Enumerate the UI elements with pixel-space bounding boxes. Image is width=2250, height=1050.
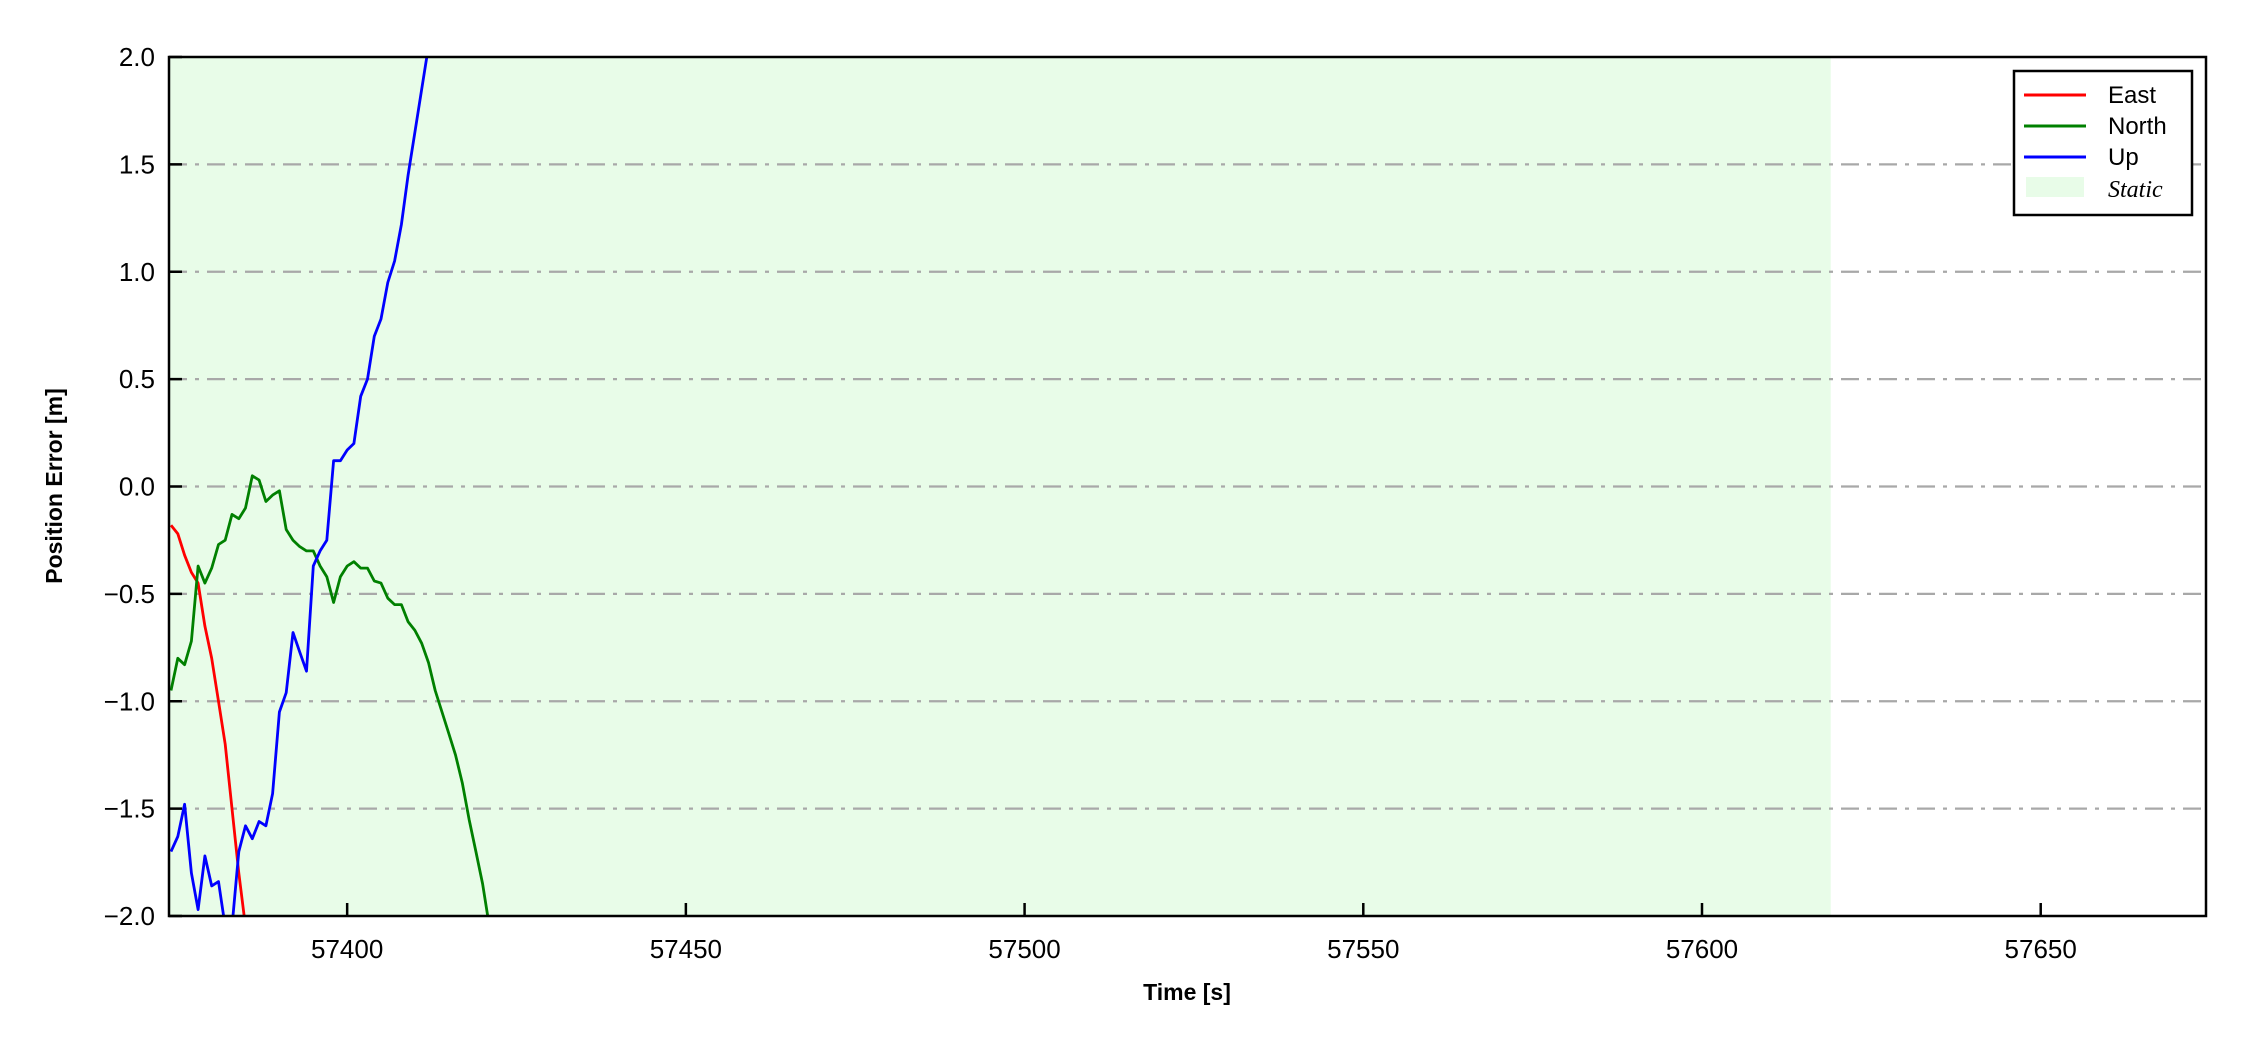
y-tick-label: 0.5 <box>119 364 155 394</box>
legend-label-up: Up <box>2108 144 2139 171</box>
y-tick-label: 2.0 <box>119 42 155 72</box>
x-tick-label: 57650 <box>2005 934 2077 964</box>
y-tick-label: −1.0 <box>104 686 155 716</box>
y-tick-label: −2.0 <box>104 901 155 931</box>
x-tick-label: 57450 <box>650 934 722 964</box>
x-tick-label: 57500 <box>988 934 1060 964</box>
series-line-east <box>169 524 246 916</box>
y-tick-label: −0.5 <box>104 579 155 609</box>
legend: East North Up Static <box>2012 69 2194 217</box>
y-tick-label: −1.5 <box>104 794 155 824</box>
x-tick-label: 57600 <box>1666 934 1738 964</box>
x-tick-label: 57550 <box>1327 934 1399 964</box>
y-tick-label: 1.5 <box>119 149 155 179</box>
series-line-up <box>169 57 429 916</box>
series-line-north <box>169 474 490 916</box>
y-axis-label: Position Error [m] <box>41 388 67 584</box>
legend-label-east: East <box>2108 82 2156 109</box>
legend-swatch-static <box>2026 177 2084 197</box>
legend-label-static: Static <box>2108 177 2163 203</box>
y-tick-label: 0.0 <box>119 472 155 502</box>
x-tick-label: 57400 <box>311 934 383 964</box>
legend-label-north: North <box>2108 113 2167 140</box>
y-tick-label: 1.0 <box>119 257 155 287</box>
x-axis-label: Time [s] <box>1143 979 1231 1005</box>
